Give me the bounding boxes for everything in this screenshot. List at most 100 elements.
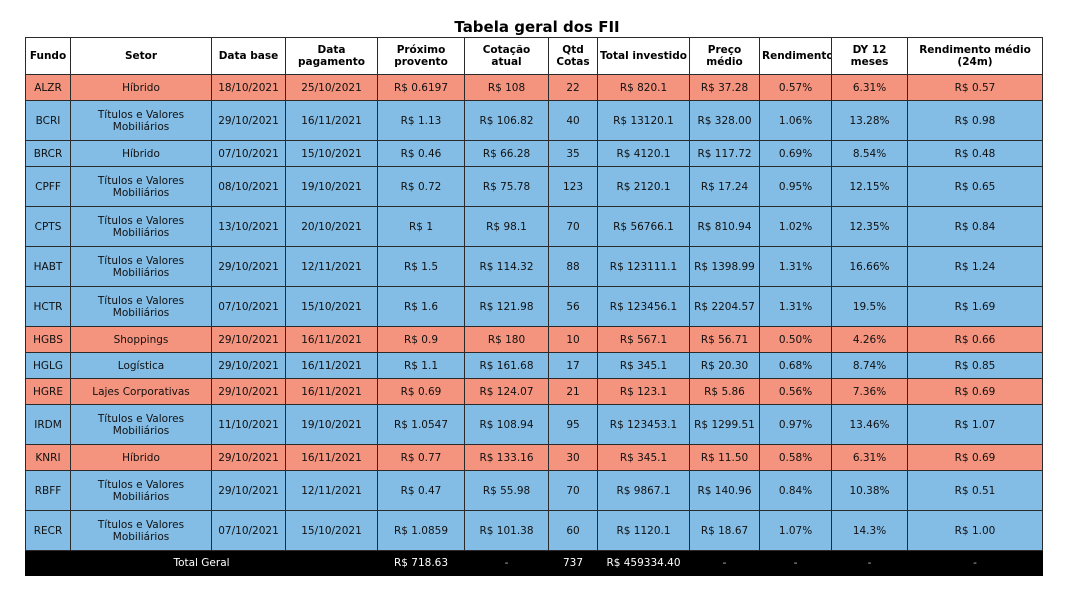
cell-data-base: 07/10/2021 bbox=[211, 286, 286, 327]
cell-dy12: 12.35% bbox=[831, 206, 908, 247]
table-row: HABT Títulos e Valores Mobiliários 29/10… bbox=[25, 246, 1043, 287]
cell-rendimento: 0.68% bbox=[759, 352, 832, 379]
cell-data-base: 11/10/2021 bbox=[211, 404, 286, 445]
cell-qtd-cotas: 40 bbox=[548, 100, 598, 141]
cell-fundo: ALZR bbox=[25, 74, 71, 101]
table-title: Tabela geral dos FII bbox=[454, 18, 620, 36]
cell-fundo: BRCR bbox=[25, 140, 71, 167]
cell-dy12: 7.36% bbox=[831, 378, 908, 405]
cell-cotacao-atual: R$ 180 bbox=[464, 326, 549, 353]
cell-rendimento: 0.84% bbox=[759, 470, 832, 511]
total-preco-medio: - bbox=[689, 550, 760, 576]
cell-fundo: IRDM bbox=[25, 404, 71, 445]
cell-data-base: 07/10/2021 bbox=[211, 140, 286, 167]
cell-qtd-cotas: 60 bbox=[548, 510, 598, 551]
cell-cotacao-atual: R$ 101.38 bbox=[464, 510, 549, 551]
col-header-data-base[interactable]: Data base bbox=[211, 37, 286, 75]
table-row: HGRE Lajes Corporativas 29/10/2021 16/11… bbox=[25, 378, 1043, 405]
cell-rendimento-medio: R$ 0.85 bbox=[907, 352, 1043, 379]
cell-total-investido: R$ 13120.1 bbox=[597, 100, 690, 141]
cell-cotacao-atual: R$ 161.68 bbox=[464, 352, 549, 379]
table-row: RECR Títulos e Valores Mobiliários 07/10… bbox=[25, 510, 1043, 551]
col-header-preco-medio[interactable]: Preço médio bbox=[689, 37, 760, 75]
cell-preco-medio: R$ 810.94 bbox=[689, 206, 760, 247]
cell-data-base: 29/10/2021 bbox=[211, 246, 286, 287]
cell-proximo-provento: R$ 0.6197 bbox=[377, 74, 465, 101]
cell-data-base: 29/10/2021 bbox=[211, 470, 286, 511]
cell-dy12: 8.54% bbox=[831, 140, 908, 167]
cell-preco-medio: R$ 328.00 bbox=[689, 100, 760, 141]
cell-data-pagamento: 15/10/2021 bbox=[285, 140, 378, 167]
cell-total-investido: R$ 9867.1 bbox=[597, 470, 690, 511]
cell-preco-medio: R$ 1398.99 bbox=[689, 246, 760, 287]
col-header-cotacao-atual[interactable]: Cotação atual bbox=[464, 37, 549, 75]
cell-cotacao-atual: R$ 133.16 bbox=[464, 444, 549, 471]
cell-rendimento-medio: R$ 1.00 bbox=[907, 510, 1043, 551]
col-header-rendimento-medio[interactable]: Rendimento médio (24m) bbox=[907, 37, 1043, 75]
col-header-setor[interactable]: Setor bbox=[70, 37, 212, 75]
cell-cotacao-atual: R$ 98.1 bbox=[464, 206, 549, 247]
cell-total-investido: R$ 4120.1 bbox=[597, 140, 690, 167]
cell-proximo-provento: R$ 1.13 bbox=[377, 100, 465, 141]
cell-qtd-cotas: 70 bbox=[548, 470, 598, 511]
total-total-investido: R$ 459334.40 bbox=[597, 550, 690, 576]
cell-data-base: 13/10/2021 bbox=[211, 206, 286, 247]
cell-rendimento: 0.56% bbox=[759, 378, 832, 405]
cell-total-investido: R$ 567.1 bbox=[597, 326, 690, 353]
cell-proximo-provento: R$ 1.0859 bbox=[377, 510, 465, 551]
cell-rendimento-medio: R$ 0.69 bbox=[907, 378, 1043, 405]
col-header-proximo-provento[interactable]: Próximo provento bbox=[377, 37, 465, 75]
cell-rendimento-medio: R$ 0.98 bbox=[907, 100, 1043, 141]
cell-data-base: 29/10/2021 bbox=[211, 326, 286, 353]
cell-qtd-cotas: 22 bbox=[548, 74, 598, 101]
table-row: CPFF Títulos e Valores Mobiliários 08/10… bbox=[25, 166, 1043, 207]
cell-data-base: 29/10/2021 bbox=[211, 378, 286, 405]
col-header-fundo[interactable]: Fundo bbox=[25, 37, 71, 75]
cell-setor: Títulos e Valores Mobiliários bbox=[70, 404, 212, 445]
cell-rendimento: 0.97% bbox=[759, 404, 832, 445]
cell-total-investido: R$ 56766.1 bbox=[597, 206, 690, 247]
cell-cotacao-atual: R$ 75.78 bbox=[464, 166, 549, 207]
total-dy12: - bbox=[831, 550, 908, 576]
total-qtd-cotas: 737 bbox=[548, 550, 598, 576]
cell-total-investido: R$ 345.1 bbox=[597, 444, 690, 471]
total-cotacao-atual: - bbox=[464, 550, 549, 576]
cell-data-pagamento: 19/10/2021 bbox=[285, 404, 378, 445]
cell-proximo-provento: R$ 1.6 bbox=[377, 286, 465, 327]
cell-proximo-provento: R$ 0.46 bbox=[377, 140, 465, 167]
cell-data-pagamento: 16/11/2021 bbox=[285, 326, 378, 353]
cell-rendimento-medio: R$ 0.66 bbox=[907, 326, 1043, 353]
cell-data-pagamento: 25/10/2021 bbox=[285, 74, 378, 101]
table-row: HCTR Títulos e Valores Mobiliários 07/10… bbox=[25, 286, 1043, 327]
cell-proximo-provento: R$ 0.69 bbox=[377, 378, 465, 405]
col-header-qtd-cotas[interactable]: Qtd Cotas bbox=[548, 37, 598, 75]
col-header-total-investido[interactable]: Total investido bbox=[597, 37, 690, 75]
cell-dy12: 6.31% bbox=[831, 74, 908, 101]
cell-cotacao-atual: R$ 55.98 bbox=[464, 470, 549, 511]
cell-data-pagamento: 16/11/2021 bbox=[285, 378, 378, 405]
col-header-dy12[interactable]: DY 12 meses bbox=[831, 37, 908, 75]
total-rendimento-medio: - bbox=[907, 550, 1043, 576]
cell-qtd-cotas: 21 bbox=[548, 378, 598, 405]
cell-qtd-cotas: 30 bbox=[548, 444, 598, 471]
cell-rendimento: 1.06% bbox=[759, 100, 832, 141]
col-header-data-pagamento[interactable]: Data pagamento bbox=[285, 37, 378, 75]
cell-data-base: 18/10/2021 bbox=[211, 74, 286, 101]
cell-rendimento-medio: R$ 0.84 bbox=[907, 206, 1043, 247]
cell-dy12: 8.74% bbox=[831, 352, 908, 379]
cell-rendimento: 1.31% bbox=[759, 246, 832, 287]
cell-rendimento: 0.50% bbox=[759, 326, 832, 353]
cell-fundo: KNRI bbox=[25, 444, 71, 471]
cell-data-base: 29/10/2021 bbox=[211, 444, 286, 471]
cell-cotacao-atual: R$ 124.07 bbox=[464, 378, 549, 405]
cell-rendimento-medio: R$ 0.57 bbox=[907, 74, 1043, 101]
cell-setor: Híbrido bbox=[70, 74, 212, 101]
cell-total-investido: R$ 123456.1 bbox=[597, 286, 690, 327]
cell-qtd-cotas: 17 bbox=[548, 352, 598, 379]
cell-proximo-provento: R$ 0.72 bbox=[377, 166, 465, 207]
cell-fundo: HGLG bbox=[25, 352, 71, 379]
cell-qtd-cotas: 88 bbox=[548, 246, 598, 287]
cell-total-investido: R$ 820.1 bbox=[597, 74, 690, 101]
cell-data-base: 29/10/2021 bbox=[211, 352, 286, 379]
col-header-rendimento[interactable]: Rendimento bbox=[759, 37, 832, 75]
